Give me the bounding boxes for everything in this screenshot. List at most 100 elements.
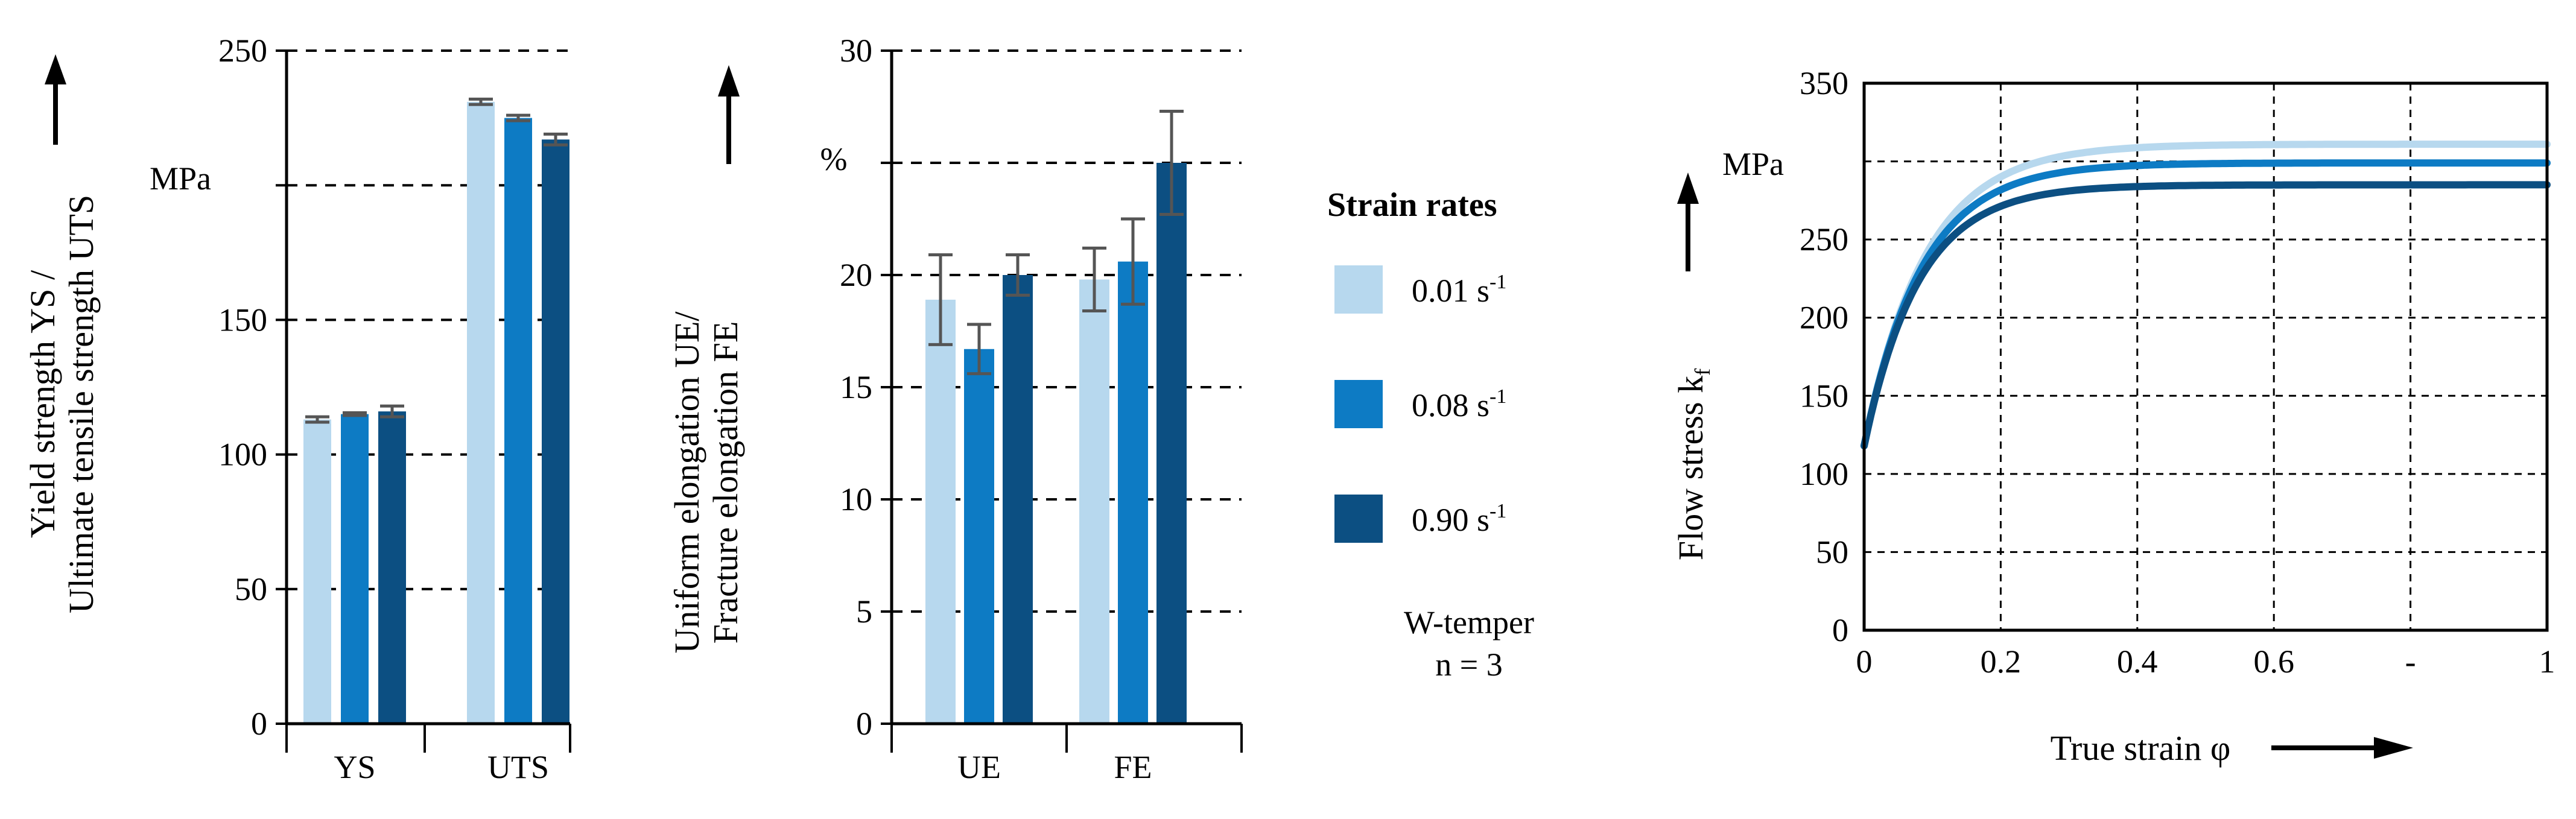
legend-label-0.90: 0.90 s-1 [1412,500,1506,538]
elongation-bar-chart: 0 5 10 15 20 30 UE FE % Uniform elongation UE/… [667,33,1243,785]
chart3-series-lines [1861,141,2551,450]
x-tick-label: UE [957,749,1001,785]
chart2-y-axis-label-line2: Fracture elongation FE [706,321,745,644]
y-tick-label: 20 [840,257,872,293]
chart1-y-axis-label: Yield strength YS / Ultimate tensile str… [23,195,101,613]
chart2-x-tick-labels: UE FE [957,749,1152,785]
error-bar [305,415,329,424]
flow-curve-0.90s-1 [1861,181,2551,450]
bar-UE-0.08s-1 [964,349,994,724]
chart2-bars [925,109,1187,724]
legend: Strain rates 0.01 s-1 0.08 s-1 0.90 s-1 … [1327,186,1534,683]
chart1-x-tick-labels: YS UTS [334,749,549,785]
chart1-unit-label: MPa [150,160,211,197]
error-bar [544,132,568,147]
x-tick-label: YS [334,749,375,785]
y-tick-label: 15 [840,369,872,405]
error-bar [928,253,953,346]
chart3-y-axis-label: Flow stress kf [1671,368,1715,560]
chart1-up-arrow-icon [45,54,66,145]
flow-stress-line-chart: 0 50 100 150 200 250 350 0 0.2 0.4 0.6 - 1 MPa Flow… [1671,65,2555,768]
chart3-right-arrow-icon [2271,737,2413,759]
bar-YS-0.90s-1 [378,411,406,724]
legend-swatch-0.90 [1334,495,1383,543]
y-tick-label: 5 [856,593,872,630]
y-tick-label: 250 [1800,221,1848,258]
legend-label-0.08: 0.08 s-1 [1412,385,1506,423]
plot-frame [1862,81,2549,632]
x-tick-label: UTS [487,749,549,785]
error-bar [1082,246,1106,313]
chart1-y-axis-label-line2: Ultimate tensile strength UTS [62,195,101,613]
chart3-unit-label: MPa [1722,146,1784,182]
chart3-gridlines [1864,83,2547,630]
y-tick-label: 10 [840,481,872,517]
bar-FE-0.90s-1 [1156,163,1187,724]
x-tick-label: 0 [1856,644,1873,680]
flow-curve-0.01s-1 [1861,141,2551,450]
bar-FE-0.08s-1 [1118,261,1148,724]
bar-UTS-0.01s-1 [467,101,495,724]
flow-curve-0.08s-1 [1861,159,2551,450]
legend-swatch-0.01 [1334,265,1383,314]
y-tick-label: 0 [1832,612,1848,648]
legend-item: 0.01 s-1 [1334,265,1506,314]
chart3-up-arrow-icon [1677,172,1699,271]
y-tick-label: 150 [218,302,267,338]
chart1-y-tick-labels: 0 50 100 150 250 [218,33,267,742]
legend-item: 0.08 s-1 [1334,380,1506,428]
error-bar [380,404,404,419]
error-bar [967,323,991,376]
bar-YS-0.08s-1 [341,414,369,724]
legend-note-sample-count: n = 3 [1435,647,1502,683]
chart1-y-axis-label-line1: Yield strength YS / [23,270,62,538]
error-bar [1160,109,1184,217]
chart2-axes [881,49,1243,753]
chart2-y-axis-label-line1: Uniform elongation UE/ [667,311,706,654]
legend-swatch-0.08 [1334,380,1383,428]
chart2-up-arrow-icon [718,65,740,164]
y-tick-label: 350 [1800,65,1848,101]
error-bar [1121,217,1145,306]
x-tick-label: 1 [2539,644,2555,680]
chart2-y-tick-labels: 0 5 10 15 20 30 [840,33,872,742]
x-tick-label: 0.4 [2117,644,2158,680]
legend-item: 0.90 s-1 [1334,495,1506,543]
bar-UE-0.01s-1 [925,299,956,724]
x-tick-label: FE [1114,749,1152,785]
chart3-x-tick-labels: 0 0.2 0.4 0.6 - 1 [1856,644,2555,680]
y-tick-label: 0 [856,706,872,742]
y-tick-label: 50 [1816,534,1848,570]
chart3-y-tick-labels: 0 50 100 150 200 250 350 [1800,65,1848,648]
bar-UE-0.90s-1 [1003,275,1033,724]
bar-UTS-0.08s-1 [504,118,532,724]
y-tick-label: 200 [1800,300,1848,336]
error-bar [469,97,493,106]
y-tick-label: 100 [218,437,267,473]
error-bar [1006,253,1030,297]
chart2-unit-label: % [820,141,848,177]
bar-YS-0.01s-1 [303,419,331,724]
legend-title: Strain rates [1327,186,1497,224]
error-bar [343,411,367,417]
y-tick-label: 50 [235,571,267,607]
y-tick-label: 0 [251,706,267,742]
x-tick-label: - [2405,644,2416,680]
chart2-y-axis-label: Uniform elongation UE/ Fracture elongati… [667,311,745,654]
chart3-axes [1862,81,2549,632]
x-tick-label: 0.2 [1981,644,2022,680]
bar-FE-0.01s-1 [1079,279,1109,724]
chart3-x-axis-label: True strain φ [2051,729,2231,768]
legend-label-0.01: 0.01 s-1 [1412,271,1506,309]
bar-UTS-0.90s-1 [542,139,569,724]
y-tick-label: 30 [840,33,872,69]
y-tick-label: 150 [1800,378,1848,414]
error-bar [506,113,530,122]
strength-bar-chart: 0 50 100 150 250 YS UTS MPa Yield strength YS… [23,33,571,785]
x-tick-label: 0.6 [2253,644,2294,680]
y-tick-label: 250 [218,33,267,69]
legend-note-temper: W-temper [1404,604,1534,640]
chart1-bars [303,97,569,724]
y-tick-label: 100 [1800,456,1848,492]
chart1-axes [276,49,571,753]
